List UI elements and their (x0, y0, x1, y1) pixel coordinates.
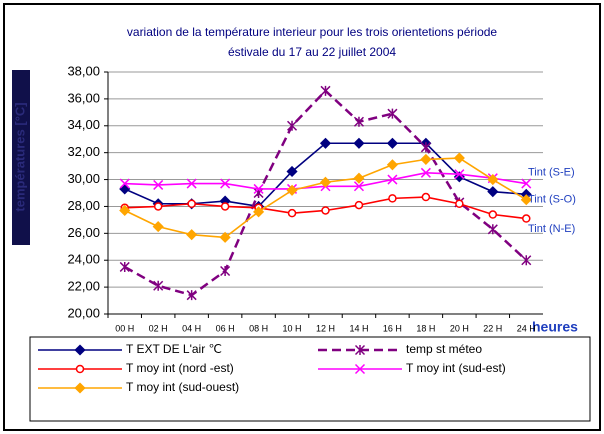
x-tick-label: 08 H (249, 323, 268, 333)
data-point (187, 199, 196, 209)
data-point (219, 231, 231, 243)
data-point (455, 199, 464, 209)
data-point (354, 200, 364, 210)
data-point (286, 184, 298, 196)
x-tick-label: 12 H (316, 323, 335, 333)
data-point (186, 290, 197, 301)
legend-marker (75, 364, 85, 374)
data-point (320, 85, 331, 96)
legend (29, 336, 591, 422)
data-point (387, 108, 398, 119)
x-tick-label: 02 H (149, 323, 168, 333)
data-point (220, 202, 230, 211)
data-point (321, 206, 330, 215)
x-axis-label: heures (532, 319, 578, 335)
data-point (286, 165, 298, 178)
x-tick-label: 24 H (517, 323, 536, 333)
data-point (186, 229, 198, 241)
data-point (220, 178, 231, 189)
data-point (520, 194, 532, 206)
x-tick-label: 10 H (283, 323, 302, 333)
x-tick-label: 18 H (416, 323, 435, 333)
data-point (487, 224, 498, 235)
data-point (186, 178, 197, 189)
y-tick-label: 34,00 (67, 117, 100, 132)
annotation: Tint (S-O) (528, 194, 576, 206)
data-point (319, 137, 332, 149)
data-point (487, 186, 499, 198)
data-point (387, 174, 398, 185)
x-tick-label: 00 H (115, 323, 134, 333)
data-point (119, 204, 131, 217)
data-point (421, 192, 431, 202)
data-point (253, 206, 265, 218)
data-point (353, 116, 364, 127)
y-tick-label: 38,00 (67, 63, 100, 78)
x-tick-label: 20 H (450, 323, 469, 333)
chart-subtitle: éstivale du 17 au 22 juillet 2004 (228, 45, 396, 59)
annotation: Tint (S-E) (528, 167, 575, 179)
data-point (353, 172, 365, 184)
data-point (153, 179, 164, 190)
data-point (319, 176, 332, 188)
data-point (220, 265, 231, 277)
data-point (119, 178, 130, 189)
data-point (488, 210, 498, 219)
data-point (420, 167, 431, 178)
legend-label: temp st méteo (406, 342, 482, 356)
data-point (420, 153, 432, 165)
y-tick-label: 36,00 (67, 90, 100, 105)
x-tick-label: 04 H (182, 323, 201, 333)
legend-label: T moy int (sud-est) (406, 361, 506, 375)
y-tick-label: 24,00 (67, 252, 100, 267)
data-point (386, 137, 398, 149)
data-point (521, 255, 532, 266)
x-tick-label: 22 H (483, 323, 502, 333)
legend-marker (74, 382, 86, 394)
legend-label: T moy int (nord -est) (126, 361, 234, 375)
data-point (454, 169, 465, 180)
annotation: Tint (N-E) (528, 223, 575, 235)
data-point (353, 181, 364, 192)
data-point (386, 159, 398, 171)
data-point (287, 208, 297, 218)
data-point (388, 194, 397, 203)
x-tick-label: 06 H (216, 323, 235, 333)
data-point (353, 137, 365, 149)
data-point (521, 178, 532, 189)
data-point (420, 142, 431, 153)
chart-title: variation de la température interieur po… (127, 25, 498, 39)
legend-marker (354, 363, 366, 375)
x-tick-label: 14 H (349, 323, 368, 333)
y-tick-label: 32,00 (67, 144, 100, 159)
y-tick-label: 28,00 (67, 198, 100, 213)
y-tick-label: 30,00 (67, 171, 100, 186)
x-tick-label: 16 H (383, 323, 402, 333)
data-point (153, 280, 164, 291)
legend-label: T moy int (sud-ouest) (126, 380, 239, 394)
legend-marker (354, 344, 366, 356)
y-tick-label: 22,00 (67, 279, 100, 294)
data-point (253, 183, 264, 194)
data-point (152, 221, 164, 233)
legend-marker (74, 344, 86, 356)
data-point (453, 152, 465, 164)
y-axis-label: températures [°C] (12, 102, 27, 211)
legend-label: T EXT DE L'air ℃ (126, 342, 222, 356)
y-label-box (12, 70, 30, 245)
data-point (287, 120, 298, 131)
y-tick-label: 20,00 (67, 305, 100, 320)
data-point (153, 202, 163, 211)
data-point (522, 214, 531, 223)
y-tick-label: 26,00 (67, 225, 100, 240)
data-point (119, 261, 130, 272)
data-point (487, 173, 499, 186)
